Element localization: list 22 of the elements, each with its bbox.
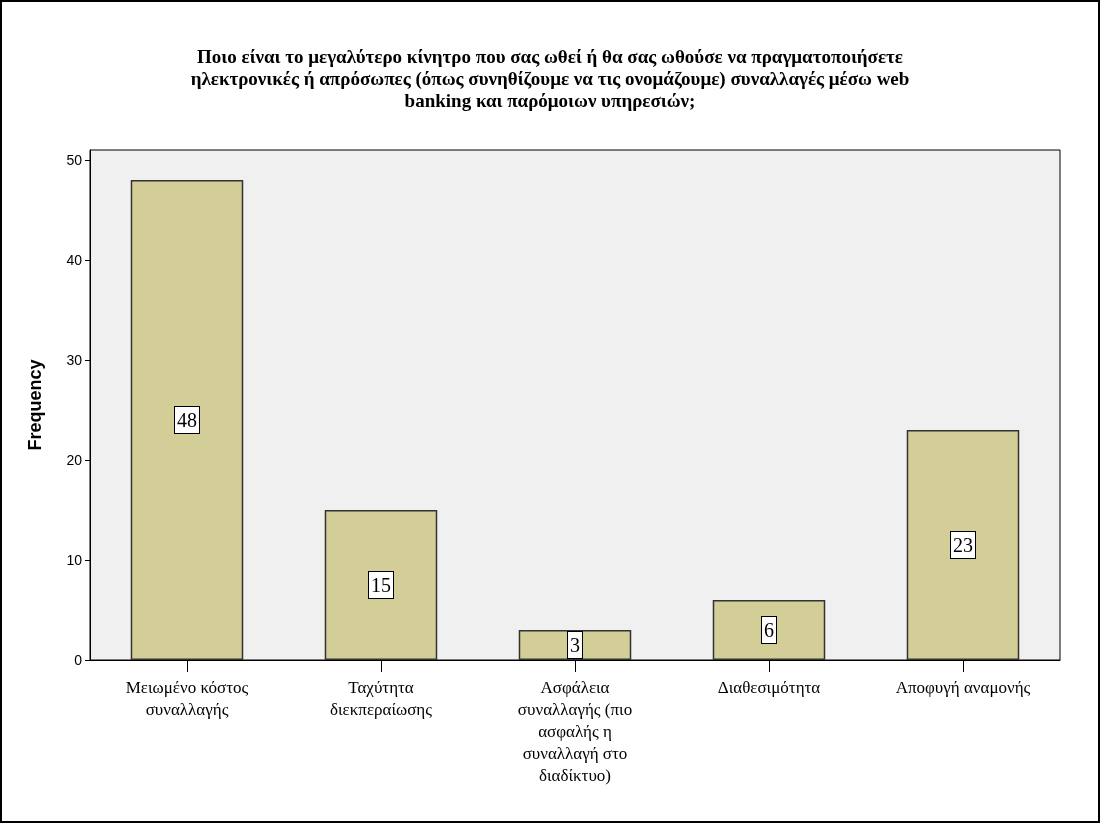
data-label: 3 bbox=[570, 634, 580, 656]
x-tick-label: Μειωμένο κόστος συναλλαγής bbox=[125, 677, 249, 719]
x-tick-label: Διαθεσιμότητα bbox=[717, 677, 821, 697]
y-tick-label: 30 bbox=[66, 352, 83, 368]
y-tick-label: 40 bbox=[66, 252, 83, 268]
x-tick-label: Ασφάλεια συναλλαγής (πιο ασφαλής η συναλλαγή στο διαδίκτυο) bbox=[517, 677, 633, 785]
y-axis-title: Frequency bbox=[25, 359, 45, 451]
y-tick-label: 50 bbox=[66, 152, 83, 168]
data-label: 23 bbox=[953, 534, 973, 556]
data-label: 48 bbox=[177, 409, 197, 431]
bar bbox=[712, 600, 826, 660]
data-label: 6 bbox=[764, 619, 774, 641]
data-label: 15 bbox=[371, 574, 391, 596]
y-tick-label: 10 bbox=[66, 552, 83, 568]
bar bbox=[906, 430, 1020, 660]
y-tick-label: 20 bbox=[66, 452, 83, 468]
bar bbox=[324, 510, 438, 660]
x-tick-label: Αποφυγή αναμονής bbox=[895, 677, 1031, 697]
chart-title: Ποιο είναι το μεγαλύτερο κίνητρο που σας ωθεί ή θα σας ωθούσε να πραγματοποιήσετε ηλεκτρονικές ή απρόσωπες (όπως συνηθίζουμε να τις ονομάζουμε) συναλλαγές μέσω web banking και παρόμοιων υπηρεσιών; bbox=[190, 45, 910, 111]
bar bbox=[130, 180, 244, 660]
y-tick-label: 0 bbox=[74, 652, 83, 668]
x-tick-label: Ταχύτητα διεκπεραίωσης bbox=[330, 677, 433, 719]
